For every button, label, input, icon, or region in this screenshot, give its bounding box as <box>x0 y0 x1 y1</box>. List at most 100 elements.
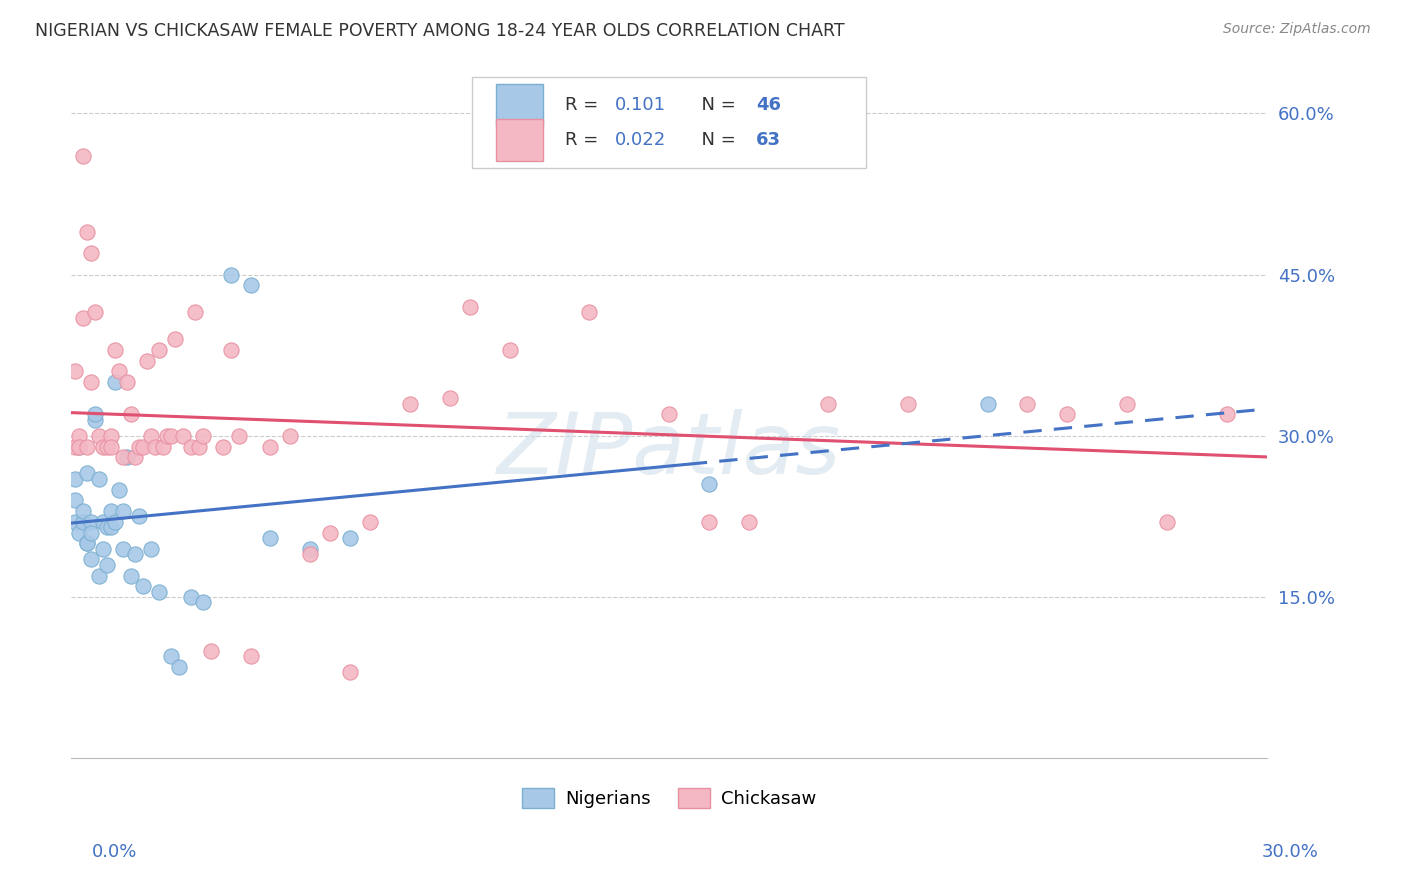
Point <box>104 343 127 357</box>
Point <box>1116 396 1139 410</box>
Point <box>219 268 242 282</box>
Point <box>132 440 155 454</box>
Point <box>96 558 118 572</box>
Point <box>84 408 107 422</box>
Point <box>897 396 920 410</box>
Text: 0.0%: 0.0% <box>91 843 136 861</box>
Point <box>76 440 98 454</box>
Point <box>737 515 759 529</box>
Point <box>359 515 381 529</box>
Point <box>65 493 87 508</box>
Point <box>658 408 681 422</box>
Point <box>399 396 422 410</box>
Point <box>108 364 131 378</box>
Point <box>76 467 98 481</box>
Point <box>578 305 600 319</box>
Point <box>160 429 183 443</box>
Point <box>211 440 233 454</box>
Point <box>128 440 150 454</box>
Point <box>259 440 281 454</box>
Point <box>65 515 87 529</box>
Point <box>817 396 839 410</box>
Point <box>108 483 131 497</box>
Point <box>96 440 118 454</box>
Point <box>120 568 142 582</box>
Point <box>439 391 461 405</box>
Point <box>91 440 114 454</box>
Point <box>160 649 183 664</box>
Point <box>80 552 103 566</box>
Point <box>148 584 170 599</box>
Point <box>152 440 174 454</box>
Point <box>65 364 87 378</box>
Legend: Nigerians, Chickasaw: Nigerians, Chickasaw <box>515 780 824 815</box>
Point <box>156 429 179 443</box>
Point <box>219 343 242 357</box>
Text: N =: N = <box>690 96 742 114</box>
Point <box>299 547 322 561</box>
Point <box>96 520 118 534</box>
Text: 0.101: 0.101 <box>614 96 666 114</box>
Point <box>259 531 281 545</box>
Point <box>67 440 90 454</box>
Point <box>80 246 103 260</box>
Point <box>112 504 135 518</box>
Point <box>132 579 155 593</box>
Bar <box>495 119 543 161</box>
Point <box>124 547 146 561</box>
Point <box>339 531 361 545</box>
Text: Source: ZipAtlas.com: Source: ZipAtlas.com <box>1223 22 1371 37</box>
Text: 63: 63 <box>756 131 782 149</box>
Point <box>697 477 720 491</box>
Point <box>339 665 361 680</box>
Point <box>239 649 262 664</box>
Text: 46: 46 <box>756 96 782 114</box>
Text: 0.022: 0.022 <box>614 131 666 149</box>
Point <box>200 644 222 658</box>
Point <box>80 525 103 540</box>
Point <box>136 353 159 368</box>
Point <box>72 149 94 163</box>
Point <box>299 541 322 556</box>
Point <box>148 343 170 357</box>
Point <box>184 305 207 319</box>
Point <box>697 515 720 529</box>
Point <box>172 429 194 443</box>
Point <box>167 660 190 674</box>
Text: NIGERIAN VS CHICKASAW FEMALE POVERTY AMONG 18-24 YEAR OLDS CORRELATION CHART: NIGERIAN VS CHICKASAW FEMALE POVERTY AMO… <box>35 22 845 40</box>
Point <box>1017 396 1039 410</box>
Point <box>91 541 114 556</box>
Point <box>163 332 186 346</box>
Point <box>112 541 135 556</box>
Point <box>80 515 103 529</box>
Text: N =: N = <box>690 131 742 149</box>
Point <box>191 595 214 609</box>
Point <box>239 278 262 293</box>
Point <box>124 450 146 465</box>
Point <box>112 450 135 465</box>
Point <box>319 525 342 540</box>
Point <box>100 429 122 443</box>
Point <box>180 590 202 604</box>
Point <box>280 429 302 443</box>
Point <box>187 440 209 454</box>
Point <box>84 305 107 319</box>
Point <box>72 504 94 518</box>
Point <box>76 536 98 550</box>
Point <box>91 515 114 529</box>
Point <box>180 440 202 454</box>
Point <box>84 413 107 427</box>
Point <box>120 408 142 422</box>
Point <box>80 375 103 389</box>
Point <box>89 472 111 486</box>
Text: 30.0%: 30.0% <box>1263 843 1319 861</box>
Point <box>498 343 520 357</box>
FancyBboxPatch shape <box>471 77 866 168</box>
Point <box>89 429 111 443</box>
Point <box>1056 408 1078 422</box>
Point <box>67 525 90 540</box>
Point <box>115 375 138 389</box>
Point <box>65 472 87 486</box>
Point <box>100 520 122 534</box>
Point <box>139 541 162 556</box>
